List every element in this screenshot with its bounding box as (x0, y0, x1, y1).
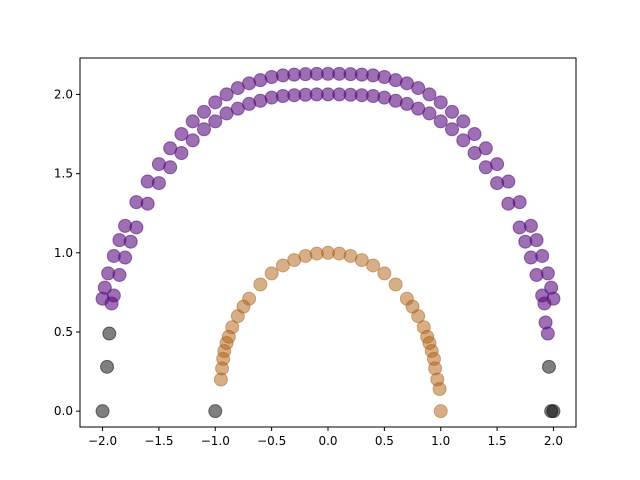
data-point (501, 174, 516, 189)
data-point (422, 87, 437, 102)
data-point (354, 253, 369, 268)
data-point (185, 133, 200, 148)
y-tick-label: 0.0 (54, 404, 73, 418)
data-point (432, 381, 447, 396)
data-point (377, 266, 392, 281)
data-point (197, 104, 211, 119)
data-point (540, 326, 555, 341)
data-point (456, 114, 471, 129)
data-point (529, 233, 544, 248)
y-tick-label: 2.0 (54, 87, 73, 101)
data-point (445, 104, 459, 119)
axes-frame (79, 57, 577, 428)
data-point (253, 277, 268, 292)
data-point (208, 114, 223, 129)
data-point (490, 157, 505, 172)
data-point (100, 359, 115, 374)
data-point (106, 248, 121, 263)
data-point (411, 81, 426, 96)
data-point (298, 248, 313, 263)
x-tick-label: −0.5 (257, 434, 286, 448)
data-point (433, 114, 448, 129)
x-tick-label: −1.0 (201, 434, 230, 448)
data-point (388, 277, 403, 292)
data-point (422, 106, 437, 121)
data-point (264, 266, 279, 281)
data-point (163, 141, 178, 156)
x-tick-label: 0.0 (318, 434, 337, 448)
plot-area (95, 66, 561, 419)
data-point (225, 320, 240, 335)
data-point (541, 359, 556, 374)
data-point (546, 404, 561, 419)
y-axis: 0.0 0.5 1.0 1.5 2.0 (54, 87, 80, 418)
data-point (456, 133, 471, 148)
data-point (275, 258, 290, 273)
data-point (185, 114, 200, 129)
x-tick-label: 2.0 (544, 434, 563, 448)
data-point (512, 195, 527, 210)
data-point (242, 291, 257, 306)
data-point (129, 195, 144, 210)
y-tick-label: 1.0 (54, 246, 73, 260)
data-point (332, 246, 347, 261)
data-point (112, 233, 127, 248)
x-tick-label: 0.5 (375, 434, 394, 448)
data-point (197, 122, 211, 137)
data-point (523, 218, 538, 233)
data-point (208, 95, 223, 110)
y-tick-label: 0.5 (54, 325, 73, 339)
data-point (535, 248, 550, 263)
data-point (140, 174, 155, 189)
data-point (151, 157, 166, 172)
data-point (97, 280, 112, 295)
x-tick-label: 1.5 (488, 434, 507, 448)
data-point (208, 404, 223, 419)
data-point (101, 266, 116, 281)
x-tick-label: −1.5 (144, 434, 173, 448)
data-point (411, 309, 426, 324)
data-point (174, 127, 189, 142)
data-point (546, 291, 561, 306)
data-point (433, 404, 448, 419)
data-point (445, 122, 459, 137)
data-point (433, 95, 448, 110)
data-point (102, 326, 117, 341)
data-point (95, 404, 110, 419)
data-point (540, 266, 555, 281)
x-tick-label: −2.0 (88, 434, 117, 448)
x-axis: −2.0 −1.5 −1.0 −0.5 0.0 0.5 1.0 1.5 2.0 (88, 427, 563, 448)
data-point (478, 141, 493, 156)
data-point (118, 218, 133, 233)
data-point (219, 87, 234, 102)
data-point (366, 258, 381, 273)
y-tick-label: 1.5 (54, 167, 73, 181)
data-point (467, 127, 482, 142)
x-tick-label: 1.0 (431, 434, 450, 448)
